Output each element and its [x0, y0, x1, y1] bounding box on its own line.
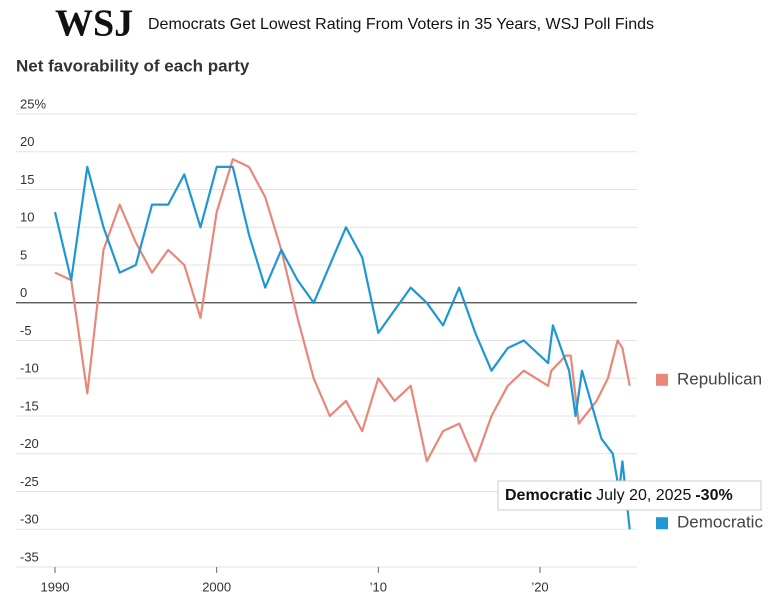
tooltip-label: -30%	[695, 487, 732, 504]
y-tick-label: -10	[20, 361, 39, 376]
headline: Democrats Get Lowest Rating From Voters …	[148, 16, 654, 33]
series-line	[54, 158, 631, 463]
y-tick-label: -25	[20, 474, 39, 489]
y-tick-label: -35	[20, 549, 39, 564]
x-tick-label: ’10	[370, 579, 387, 594]
y-tick-label: 5	[20, 247, 27, 262]
legend-label: Democratic	[677, 513, 763, 532]
y-tick-label: -30	[20, 512, 39, 527]
y-tick-label: 20	[20, 134, 34, 149]
x-tick-label: ’20	[531, 579, 548, 594]
logo: WSJ	[55, 3, 133, 45]
legend-swatch	[656, 373, 668, 386]
y-tick-label: 25%	[20, 96, 46, 111]
chart-title: Net favorability of each party	[16, 56, 250, 75]
y-tick-label: -15	[20, 398, 39, 413]
x-tick-label: 1990	[41, 579, 70, 594]
y-tick-label: -5	[20, 323, 32, 338]
tooltip-name: Democratic	[505, 487, 592, 504]
tooltip-text: Democratic July 20, 2025 -30%	[505, 487, 733, 504]
y-tick-label: 15	[20, 172, 34, 187]
legend-swatch	[656, 517, 668, 530]
y-tick-label: -20	[20, 436, 39, 451]
tooltip-date: July 20, 2025	[596, 487, 691, 504]
x-tick-label: 2000	[202, 579, 231, 594]
tooltip: Democratic July 20, 2025 -30%	[497, 480, 762, 511]
tooltip-box	[497, 480, 762, 511]
y-tick-label: 10	[20, 210, 34, 225]
y-tick-label: 0	[20, 285, 27, 300]
series-line	[53, 165, 631, 530]
legend-label: Republican	[677, 369, 762, 388]
